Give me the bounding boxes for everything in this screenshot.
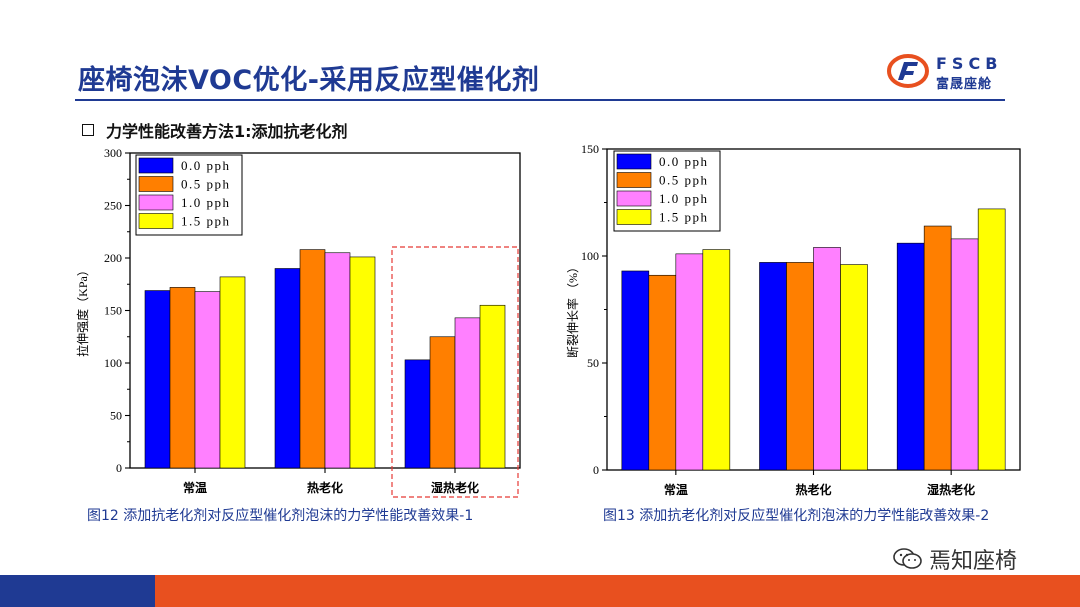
y-tick-label: 100: [104, 356, 122, 370]
title-underline: [75, 99, 1005, 101]
y-tick-label: 0: [116, 461, 122, 475]
x-tick-label: 常温: [183, 480, 207, 495]
x-tick-label: 热老化: [307, 480, 343, 495]
y-tick-label: 150: [581, 145, 599, 156]
bar: [454, 317, 481, 469]
bar: [169, 287, 196, 469]
watermark-text: 焉知座椅: [929, 549, 1018, 574]
y-tick-label: 100: [581, 249, 599, 263]
legend-label: 1.5 pph: [659, 210, 709, 225]
checkbox-bullet-icon: [82, 124, 94, 136]
y-axis-label: 断裂伸长率 （%）: [565, 261, 580, 358]
page-title: 座椅泡沫VOC优化-采用反应型催化剂: [78, 65, 540, 96]
highlight-box: [391, 246, 519, 498]
legend-swatch: [138, 157, 174, 174]
bar: [479, 304, 506, 469]
logo-mark-icon: [887, 54, 929, 88]
bar: [977, 208, 1006, 471]
bar: [274, 268, 301, 469]
legend-swatch: [616, 209, 652, 225]
legend-swatch: [616, 172, 652, 188]
legend-swatch: [138, 194, 174, 211]
y-tick-label: 300: [104, 146, 122, 160]
legend-swatch: [138, 213, 174, 229]
chart-caption-1: 图12 添加抗老化剂对反应型催化剂泡沫的力学性能改善效果-1: [87, 508, 474, 524]
footer-bar-blue: [0, 575, 155, 607]
logo-text: FSCB: [936, 54, 1003, 73]
legend-swatch: [138, 176, 174, 192]
elongation-chart: 0 50 100 150 常温 热老化 湿热老化 断裂伸长率 （%） 0.0 pph 0.5 pp…: [565, 145, 1021, 497]
bar: [759, 262, 787, 471]
y-tick-label: 150: [104, 304, 122, 318]
bar: [813, 247, 841, 471]
y-tick-label: 200: [104, 251, 122, 265]
x-tick-label: 热老化: [795, 482, 831, 497]
x-tick-label: 常温: [664, 482, 688, 497]
tensile-strength-chart: 0 50 100 150 200 250 300 常温 热老化 湿热老化 拉伸强度（KPa） 0.0 …: [75, 146, 521, 498]
bar: [349, 256, 376, 469]
chart-caption-2: 图13 添加抗老化剂对反应型催化剂泡沫的力学性能改善效果-2: [603, 508, 990, 524]
bar: [404, 359, 431, 469]
bar: [219, 276, 246, 469]
bar: [194, 291, 221, 469]
footer-bar-orange: [0, 575, 1080, 607]
bar: [144, 290, 171, 469]
x-tick-label: 湿热老化: [927, 482, 975, 497]
x-tick-label: 湿热老化: [431, 480, 479, 495]
legend-swatch: [616, 190, 652, 207]
y-tick-label: 0: [593, 463, 599, 477]
legend-label: 1.5 pph: [181, 214, 231, 229]
legend-label: 1.0 pph: [659, 191, 709, 206]
logo-subtext: 富晟座舱: [936, 77, 993, 92]
y-tick-label: 50: [587, 356, 599, 370]
bar: [299, 249, 326, 469]
bar: [896, 242, 925, 471]
legend-label: 0.0 pph: [659, 154, 709, 169]
bar: [702, 249, 731, 471]
legend-label: 1.0 pph: [181, 195, 231, 210]
bar: [840, 264, 868, 471]
y-tick-label: 50: [110, 409, 122, 423]
wechat-icon: [893, 548, 922, 569]
bar: [621, 270, 650, 471]
bar: [675, 253, 704, 471]
bar: [648, 274, 677, 471]
legend-label: 0.5 pph: [181, 177, 231, 192]
bar: [324, 252, 351, 469]
legend-label: 0.0 pph: [181, 158, 231, 173]
legend-swatch: [616, 153, 652, 170]
bar: [950, 238, 979, 471]
bar: [923, 225, 952, 471]
bar: [429, 336, 456, 469]
y-tick-label: 250: [104, 199, 122, 213]
section-heading-text: 力学性能改善方法1:添加抗老化剂: [106, 122, 348, 141]
bar: [786, 262, 814, 471]
y-axis-label: 拉伸强度（KPa）: [75, 264, 90, 357]
legend-label: 0.5 pph: [659, 173, 709, 188]
watermark: 焉知座椅: [893, 543, 1017, 575]
section-heading: 力学性能改善方法1:添加抗老化剂: [82, 118, 348, 142]
company-logo: FSCB 富晟座舱: [886, 52, 1016, 92]
